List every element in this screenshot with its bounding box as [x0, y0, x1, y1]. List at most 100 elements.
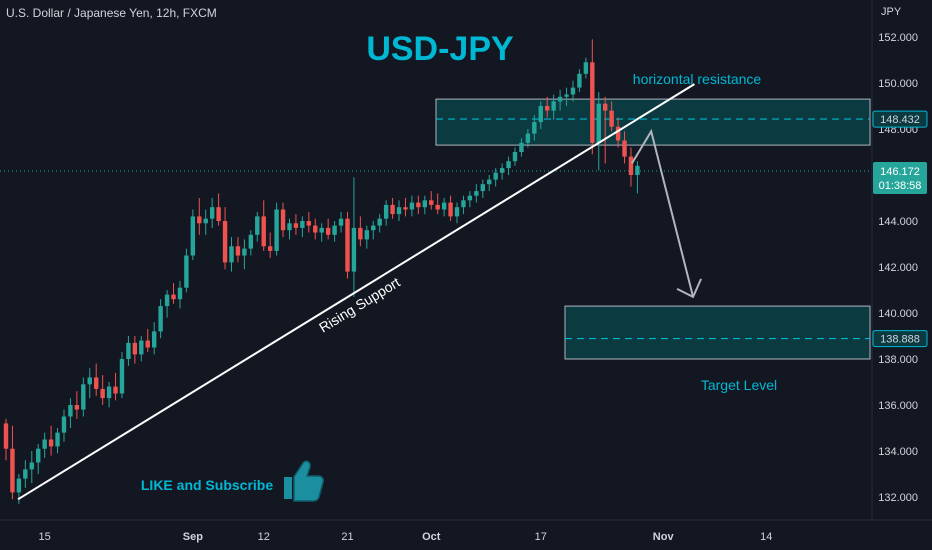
candle-body: [229, 246, 234, 263]
candle-body: [422, 200, 427, 208]
candlestick-series: [3, 39, 640, 504]
price-tick-label: 144.000: [878, 216, 918, 228]
candle-body: [377, 218, 382, 226]
price-tick-label: 132.000: [878, 492, 918, 504]
candle-body: [371, 225, 376, 231]
candle: [197, 198, 202, 235]
candle: [499, 163, 505, 180]
candle: [113, 372, 118, 401]
time-axis[interactable]: 15 Sep 12 21 Oct 17 Nov 14: [39, 531, 773, 543]
price-tick-label: 142.000: [878, 262, 918, 274]
candle: [628, 147, 634, 187]
candle-body: [300, 221, 305, 228]
candle-body: [94, 377, 99, 389]
candle: [171, 283, 176, 304]
candle-body: [171, 294, 176, 300]
time-tick-label: 14: [760, 531, 772, 543]
candle: [158, 299, 163, 339]
target-price-badge: 138.888: [872, 330, 928, 348]
price-tick-label: 134.000: [878, 446, 918, 458]
candle: [615, 117, 621, 148]
candle-body: [532, 122, 537, 134]
candle: [467, 191, 473, 208]
candle: [287, 218, 292, 240]
candle: [36, 444, 41, 474]
candle: [81, 377, 86, 417]
candle-body: [132, 342, 138, 355]
candle-body: [61, 416, 67, 433]
candle: [332, 221, 337, 242]
candle-body: [448, 202, 453, 217]
candle: [590, 39, 595, 155]
candle: [377, 214, 382, 233]
candle-body: [454, 207, 460, 217]
candle-body: [545, 106, 550, 111]
candle-body: [493, 172, 498, 180]
candle-body: [274, 209, 279, 251]
candle-body: [81, 384, 86, 410]
bar-countdown: 01:38:58: [879, 180, 922, 192]
rising-support-line[interactable]: [17, 83, 695, 501]
candle-body: [74, 405, 80, 410]
projection-arrow[interactable]: [630, 128, 695, 298]
candle-body: [313, 225, 318, 233]
candle-body: [364, 230, 370, 240]
candle: [255, 211, 260, 242]
candle-body: [577, 73, 582, 88]
candle-body: [622, 140, 627, 157]
candle: [151, 322, 157, 355]
candle: [94, 363, 99, 396]
candle: [448, 195, 453, 221]
candle: [551, 94, 556, 120]
candle: [602, 96, 608, 164]
candle-body: [197, 216, 202, 224]
time-tick-label: Oct: [422, 531, 441, 543]
candle-body: [358, 227, 363, 240]
candle: [145, 329, 150, 353]
candle-body: [55, 432, 60, 447]
candle: [538, 101, 543, 129]
candle-body: [190, 216, 196, 256]
price-axis[interactable]: 152.000150.000148.000146.000144.000142.0…: [878, 32, 918, 504]
candle-body: [480, 184, 485, 192]
candle: [177, 280, 183, 309]
current-price-label: 146.172: [880, 166, 920, 178]
candle: [203, 209, 208, 235]
candle-body: [429, 200, 434, 205]
candle: [429, 191, 434, 210]
target-zone[interactable]: [564, 305, 871, 360]
candle-body: [557, 96, 563, 102]
candle: [325, 218, 331, 240]
candle: [435, 193, 440, 215]
candle-body: [306, 221, 312, 226]
candle-body: [126, 342, 131, 359]
candle-body: [383, 204, 389, 219]
candle: [280, 202, 286, 238]
current-price-badge: 146.172 01:38:58: [873, 162, 927, 195]
candle: [306, 211, 312, 233]
candle: [396, 200, 402, 221]
candle-body: [42, 439, 47, 449]
candle: [577, 69, 582, 93]
candle: [106, 382, 112, 408]
candle: [209, 198, 215, 228]
candle: [23, 460, 28, 488]
candle-body: [441, 202, 447, 210]
candle: [596, 92, 601, 171]
candle: [300, 216, 305, 238]
candle-body: [29, 462, 34, 470]
candle: [512, 147, 518, 166]
candle-body: [48, 439, 54, 447]
candle-body: [570, 87, 576, 95]
candle: [519, 138, 524, 157]
candle-body: [177, 287, 183, 300]
thumbs-up-icon: [284, 460, 324, 502]
candle-body: [242, 248, 247, 256]
price-tick-label: 152.000: [878, 32, 918, 44]
candle-body: [499, 168, 505, 173]
candle-body: [338, 218, 344, 226]
target-price-label: 138.888: [880, 334, 920, 346]
candle: [358, 216, 363, 247]
candle: [474, 184, 479, 203]
